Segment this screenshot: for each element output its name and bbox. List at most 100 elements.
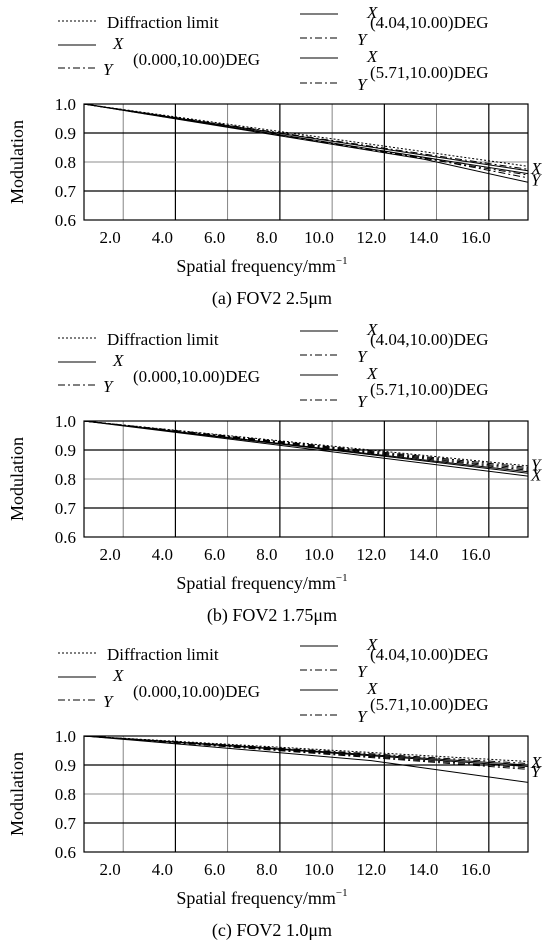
- x-tick-label: 2.0: [99, 228, 120, 247]
- plot-frame: [83, 103, 529, 221]
- series-end-label: X: [530, 159, 542, 178]
- series-end-label: X: [530, 753, 542, 772]
- legend-label-y: Y: [357, 662, 368, 681]
- chart-legend: Diffraction limitXY(0.000,10.00)DEGXY(4.…: [58, 3, 489, 94]
- series-line: [83, 735, 529, 764]
- x-axis-label-text: Spatial frequency/mm: [176, 256, 335, 276]
- chart-legend: Diffraction limitXY(0.000,10.00)DEGXY(4.…: [58, 320, 489, 411]
- y-tick-label: 1.0: [55, 95, 76, 114]
- y-tick-label: 0.7: [55, 182, 77, 201]
- y-axis-label: Modulation: [7, 437, 27, 521]
- plot-frame: [83, 735, 529, 853]
- legend-label-diffraction: Diffraction limit: [107, 645, 219, 664]
- y-tick-label: 0.7: [55, 814, 77, 833]
- x-tick-label: 16.0: [461, 545, 491, 564]
- legend-label-y: Y: [357, 347, 368, 366]
- chart-panel: Diffraction limitXY(0.000,10.00)DEGXY(4.…: [7, 3, 542, 309]
- legend-label-x: X: [112, 666, 124, 685]
- series-end-label: X: [530, 466, 542, 485]
- x-tick-label: 10.0: [304, 860, 334, 879]
- x-tick-label: 8.0: [256, 228, 277, 247]
- chart-panel: Diffraction limitXY(0.000,10.00)DEGXY(4.…: [7, 635, 542, 941]
- chart-legend: Diffraction limitXY(0.000,10.00)DEGXY(4.…: [58, 635, 489, 726]
- y-tick-label: 0.9: [55, 441, 76, 460]
- x-tick-label: 8.0: [256, 860, 277, 879]
- x-tick-label: 2.0: [99, 545, 120, 564]
- series-end-label: Y: [531, 762, 542, 781]
- legend-field-label: (0.000,10.00)DEG: [133, 367, 260, 386]
- x-tick-label: 14.0: [409, 545, 439, 564]
- legend-label-x: X: [366, 364, 378, 383]
- legend-field-label: (4.04,10.00)DEG: [370, 330, 489, 349]
- y-tick-label: 0.8: [55, 470, 76, 489]
- x-axis-label-exponent: −1: [336, 572, 348, 584]
- x-tick-label: 12.0: [356, 860, 386, 879]
- y-tick-label: 0.6: [55, 843, 76, 862]
- x-axis-label: Spatial frequency/mm−1: [176, 255, 347, 276]
- y-tick-label: 0.9: [55, 124, 76, 143]
- x-tick-label: 12.0: [356, 228, 386, 247]
- chart-caption: (c) FOV2 1.0μm: [212, 920, 332, 941]
- chart-panel: Diffraction limitXY(0.000,10.00)DEGXY(4.…: [7, 320, 542, 626]
- legend-field-label: (5.71,10.00)DEG: [370, 695, 489, 714]
- x-tick-label: 4.0: [152, 860, 173, 879]
- legend-label-x: X: [366, 47, 378, 66]
- x-tick-label: 6.0: [204, 228, 225, 247]
- plot-grid: [83, 735, 529, 853]
- plot-grid: [83, 103, 529, 221]
- y-tick-label: 0.8: [55, 785, 76, 804]
- plot-frame: [83, 420, 529, 538]
- x-tick-label: 6.0: [204, 545, 225, 564]
- x-tick-label: 4.0: [152, 228, 173, 247]
- x-axis-label: Spatial frequency/mm−1: [176, 887, 347, 908]
- legend-label-y: Y: [357, 392, 368, 411]
- legend-label-x: X: [112, 34, 124, 53]
- y-axis-label: Modulation: [7, 752, 27, 836]
- legend-field-label: (0.000,10.00)DEG: [133, 50, 260, 69]
- legend-field-label: (5.71,10.00)DEG: [370, 63, 489, 82]
- series-line: [83, 735, 529, 783]
- legend-label-diffraction: Diffraction limit: [107, 13, 219, 32]
- x-axis-label-exponent: −1: [336, 255, 348, 267]
- legend-label-x: X: [112, 351, 124, 370]
- x-tick-label: 14.0: [409, 860, 439, 879]
- chart-caption: (a) FOV2 2.5μm: [212, 288, 332, 309]
- x-axis-label-exponent: −1: [336, 887, 348, 899]
- y-tick-label: 0.6: [55, 211, 76, 230]
- x-tick-label: 10.0: [304, 545, 334, 564]
- y-tick-label: 1.0: [55, 727, 76, 746]
- legend-label-x: X: [366, 3, 378, 22]
- y-tick-label: 0.8: [55, 153, 76, 172]
- y-tick-label: 0.6: [55, 528, 76, 547]
- x-tick-label: 2.0: [99, 860, 120, 879]
- plot-grid: [83, 420, 529, 538]
- legend-field-label: (4.04,10.00)DEG: [370, 13, 489, 32]
- x-tick-label: 12.0: [356, 545, 386, 564]
- legend-label-x: X: [366, 635, 378, 654]
- legend-label-y: Y: [103, 692, 114, 711]
- series-line: [83, 735, 529, 769]
- legend-field-label: (0.000,10.00)DEG: [133, 682, 260, 701]
- series-line: [83, 735, 529, 770]
- legend-label-y: Y: [357, 707, 368, 726]
- x-tick-label: 4.0: [152, 545, 173, 564]
- series-line: [83, 103, 529, 175]
- series-line: [83, 103, 529, 167]
- x-tick-label: 10.0: [304, 228, 334, 247]
- series-line: [83, 103, 529, 183]
- legend-field-label: (4.04,10.00)DEG: [370, 645, 489, 664]
- x-axis-label-text: Spatial frequency/mm: [176, 888, 335, 908]
- y-axis-label: Modulation: [7, 120, 27, 204]
- legend-label-y: Y: [103, 60, 114, 79]
- series-end-label: Y: [531, 170, 542, 189]
- legend-field-label: (5.71,10.00)DEG: [370, 380, 489, 399]
- x-tick-label: 6.0: [204, 860, 225, 879]
- legend-label-y: Y: [357, 30, 368, 49]
- y-tick-label: 0.9: [55, 756, 76, 775]
- x-tick-label: 16.0: [461, 860, 491, 879]
- x-tick-label: 16.0: [461, 228, 491, 247]
- legend-label-x: X: [366, 320, 378, 339]
- x-tick-label: 14.0: [409, 228, 439, 247]
- legend-label-y: Y: [103, 377, 114, 396]
